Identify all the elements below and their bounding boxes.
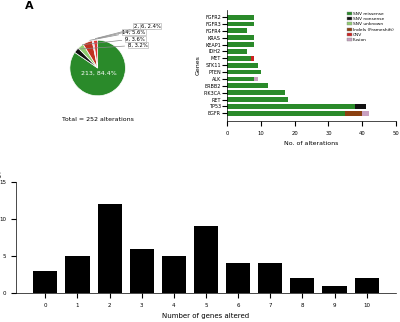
Text: 213, 84.4%: 213, 84.4% [81, 71, 117, 76]
Bar [227, 97, 288, 102]
Bar [227, 49, 247, 54]
Bar [227, 70, 261, 74]
Bar [227, 35, 254, 40]
Bar [258, 263, 282, 293]
Bar [226, 263, 250, 293]
Text: 9, 3.6%: 9, 3.6% [82, 36, 145, 45]
Bar [162, 256, 186, 293]
Bar [254, 77, 258, 81]
Bar [33, 271, 57, 293]
Wedge shape [92, 41, 98, 68]
Bar [66, 256, 90, 293]
Bar [227, 22, 254, 26]
Bar [290, 278, 314, 293]
Bar [130, 249, 154, 293]
Y-axis label: Genes: Genes [196, 55, 200, 75]
Bar [227, 90, 284, 95]
X-axis label: Number of genes altered: Number of genes altered [162, 313, 250, 319]
Wedge shape [78, 44, 98, 68]
Bar [322, 286, 346, 293]
Bar [227, 56, 251, 61]
Text: 6, 2.4%: 6, 2.4% [98, 24, 160, 38]
Wedge shape [83, 41, 98, 68]
Text: Total = 252 alterations: Total = 252 alterations [62, 117, 134, 122]
Bar [194, 226, 218, 293]
X-axis label: No. of alterations: No. of alterations [284, 141, 339, 146]
Bar [362, 111, 369, 116]
Bar [227, 83, 268, 88]
Text: 2, 0.8%: 2, 0.8% [95, 24, 154, 39]
Bar [356, 104, 366, 109]
Wedge shape [70, 40, 126, 96]
Bar [355, 278, 379, 293]
Bar [345, 111, 362, 116]
Bar [227, 104, 356, 109]
Text: A: A [25, 1, 33, 11]
Wedge shape [75, 48, 98, 68]
Wedge shape [94, 40, 98, 68]
Bar [227, 28, 247, 33]
Text: 8, 3.2%: 8, 3.2% [78, 43, 148, 49]
Bar [227, 77, 254, 81]
Legend: SNV missense, SNV nonsense, SNV unknown, Indels (Frameshift), CNV, Fusion: SNV missense, SNV nonsense, SNV unknown,… [346, 10, 396, 44]
Bar [227, 42, 254, 47]
Bar [251, 56, 254, 61]
Text: B: B [0, 171, 2, 181]
Bar [227, 15, 254, 20]
Bar [227, 111, 345, 116]
Bar [227, 63, 258, 68]
Text: 14, 5.6%: 14, 5.6% [90, 29, 146, 40]
Bar [98, 204, 122, 293]
